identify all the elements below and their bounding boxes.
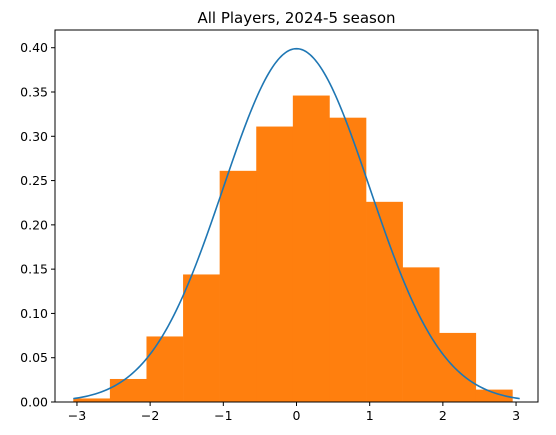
histogram-bar <box>109 378 147 402</box>
y-tick-label: 0.25 <box>20 173 48 188</box>
x-tick-label: 3 <box>512 408 520 423</box>
y-tick-label: 0.35 <box>20 85 48 100</box>
normal-curve-line <box>73 47 520 400</box>
chart-title: All Players, 2024-5 season <box>197 9 395 27</box>
y-axis-ticks: 0.00 0.05 0.10 0.15 0.20 0.25 0.30 0.35 0.40 <box>20 40 55 410</box>
x-tick-label: −1 <box>214 408 232 423</box>
y-tick-label: 0.40 <box>20 40 48 55</box>
histogram-bar <box>439 332 477 402</box>
histogram-bar <box>73 398 111 402</box>
x-tick-label: −3 <box>68 408 86 423</box>
y-tick-label: 0.30 <box>20 129 48 144</box>
y-tick-label: 0.05 <box>20 350 48 365</box>
histogram-bars <box>73 95 513 403</box>
x-tick-label: 1 <box>366 408 374 423</box>
x-tick-label: 2 <box>439 408 447 423</box>
histogram-bar <box>256 126 294 403</box>
y-tick-label: 0.10 <box>20 306 48 321</box>
histogram-bar <box>146 336 184 402</box>
y-tick-label: 0.00 <box>20 395 48 410</box>
x-tick-label: −2 <box>141 408 159 423</box>
histogram-bar <box>219 170 257 402</box>
y-tick-label: 0.20 <box>20 217 48 232</box>
x-axis-ticks: −3 −2 −1 0 1 2 3 <box>68 402 520 423</box>
y-tick-label: 0.15 <box>20 262 48 277</box>
histogram-bar <box>402 267 440 402</box>
histogram-bar <box>329 117 367 402</box>
histogram-bar <box>292 95 330 403</box>
histogram-bar <box>366 201 403 402</box>
histogram-bar <box>183 274 220 402</box>
histogram-bar <box>475 389 513 402</box>
x-tick-label: 0 <box>293 408 301 423</box>
